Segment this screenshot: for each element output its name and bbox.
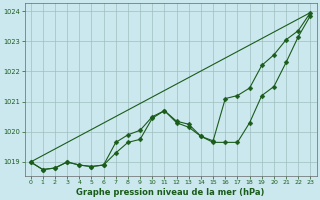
X-axis label: Graphe pression niveau de la mer (hPa): Graphe pression niveau de la mer (hPa) bbox=[76, 188, 265, 197]
